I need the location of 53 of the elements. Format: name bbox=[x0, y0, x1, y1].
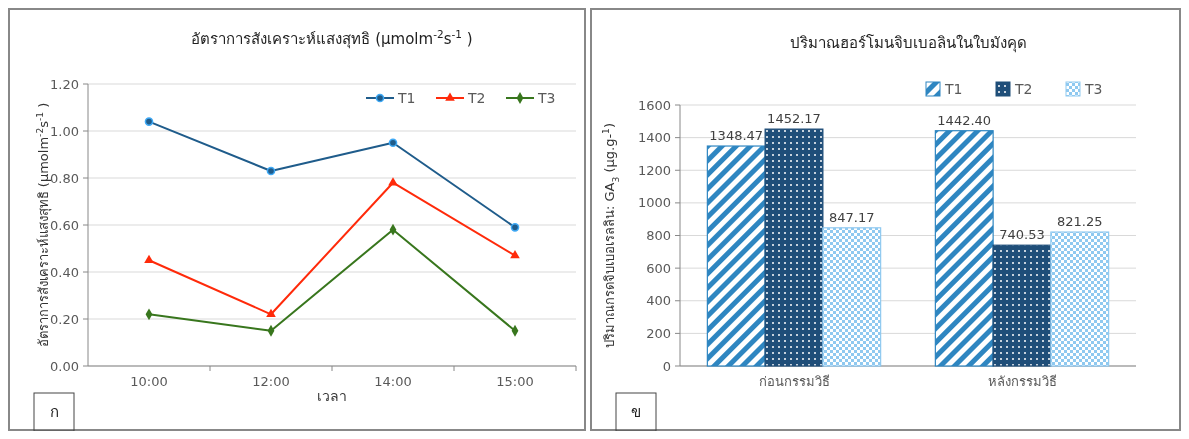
text: ก bbox=[49, 403, 59, 421]
y-tick-label: 1400 bbox=[637, 130, 671, 146]
chart-title: อัตราการสังเคราะห์แสงสุทธิ (µmolm$^{-2}$s$^{-1}$ ) bbox=[191, 28, 473, 49]
x-tick-label: หลังกรรมวิธี bbox=[987, 374, 1057, 389]
point bbox=[510, 250, 520, 259]
chart-title: ปริมาณฮอร์โมนจิบเบอลินในใบมังคุด bbox=[789, 34, 1027, 53]
data-label: 847.17 bbox=[829, 209, 875, 225]
y-tick-label: 0.00 bbox=[50, 358, 79, 374]
legend-label: T1 bbox=[397, 89, 416, 106]
point bbox=[144, 254, 154, 264]
y-tick-label: 0.60 bbox=[50, 217, 79, 233]
data-label: 821.25 bbox=[1057, 214, 1103, 230]
x-tick-label: 10:00 bbox=[130, 374, 168, 389]
y-tick-label: 1000 bbox=[637, 195, 671, 211]
legend-label: T3 bbox=[1084, 80, 1103, 97]
legend-label: T2 bbox=[1014, 80, 1033, 97]
bar bbox=[1050, 231, 1110, 367]
y-tick-label: 600 bbox=[646, 260, 671, 276]
legend-label: T2 bbox=[467, 89, 486, 106]
data-label: 740.53 bbox=[999, 227, 1045, 243]
point bbox=[144, 117, 154, 126]
legend-label: T3 bbox=[537, 89, 556, 106]
y-tick-label: 0.20 bbox=[50, 311, 79, 327]
point bbox=[266, 308, 276, 318]
data-label: 1442.40 bbox=[937, 112, 992, 128]
legend-label: T1 bbox=[944, 80, 963, 97]
y-tick-label: 0 bbox=[662, 358, 671, 374]
y-tick-label: 200 bbox=[646, 325, 671, 341]
x-tick-label: 15:00 bbox=[496, 374, 534, 389]
point bbox=[266, 166, 276, 176]
bar bbox=[764, 128, 824, 367]
y-tick-label: 0.80 bbox=[50, 170, 79, 186]
x-axis-title: เวลา bbox=[317, 388, 347, 404]
data-label: 1348.47 bbox=[709, 128, 764, 144]
x-tick-label: 14:00 bbox=[374, 374, 412, 389]
y-tick-label: 0.40 bbox=[50, 264, 79, 280]
y-tick-label: 1.20 bbox=[50, 76, 79, 92]
x-tick-label: 12:00 bbox=[252, 374, 290, 389]
x-tick-label: ก่อนกรรมวิธี bbox=[758, 374, 830, 389]
y-tick-label: 1200 bbox=[637, 162, 671, 178]
y-tick-label: 1600 bbox=[637, 97, 671, 113]
data-label: 1452.17 bbox=[767, 111, 821, 127]
text: ข bbox=[631, 403, 641, 421]
bar bbox=[992, 244, 1052, 367]
bar bbox=[706, 145, 766, 367]
point bbox=[510, 223, 520, 232]
y-tick-label: 400 bbox=[646, 293, 671, 309]
bar bbox=[822, 227, 882, 367]
point bbox=[388, 138, 398, 148]
y-tick-label: 800 bbox=[646, 228, 671, 244]
point bbox=[388, 177, 398, 186]
bar bbox=[934, 130, 994, 367]
y-tick-label: 1.00 bbox=[50, 123, 79, 139]
